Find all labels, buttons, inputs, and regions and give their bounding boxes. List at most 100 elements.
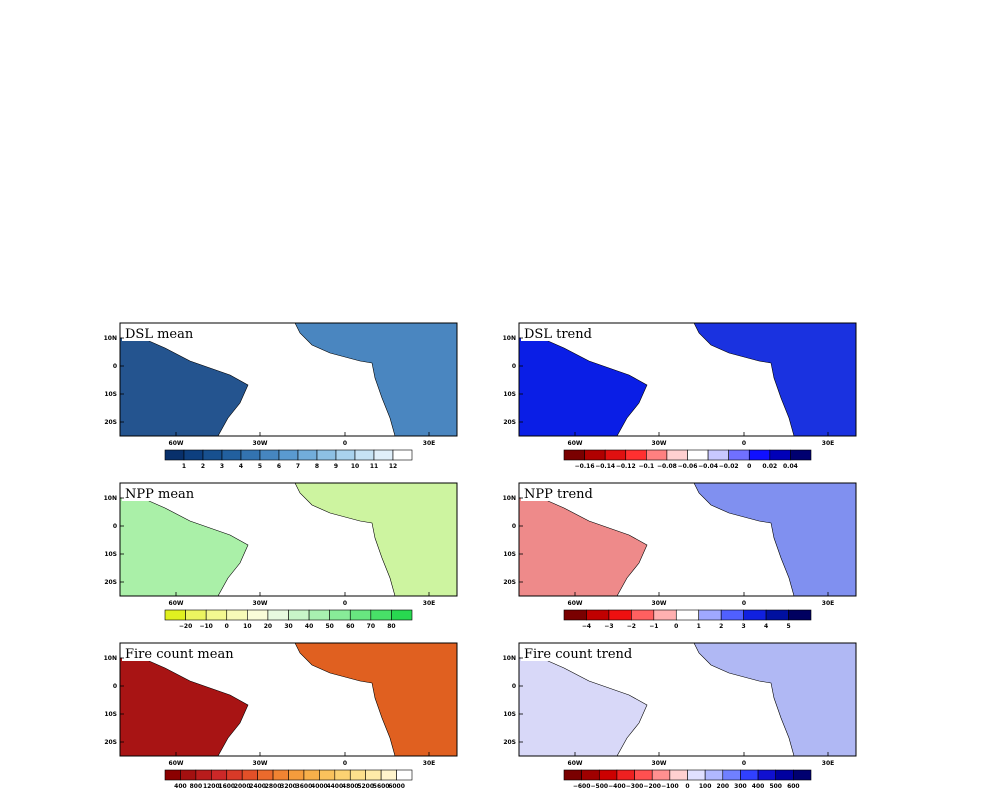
colorbar-label: 7 (296, 463, 300, 470)
colorbar-box (164, 609, 186, 621)
map-area (519, 483, 856, 596)
lon-label: 60W (169, 600, 184, 607)
colorbar-label: 4 (239, 463, 243, 470)
colorbar: −20 −10 0 10 20 30 40 50 60 70 80 (164, 609, 413, 630)
lon-label: 60W (568, 600, 583, 607)
panel-title: Fire count trend (524, 647, 632, 662)
colorbar-label: −400 (608, 783, 626, 790)
colorbar-label: 400 (752, 783, 765, 790)
colorbar-box (707, 449, 729, 461)
map-area (519, 643, 856, 756)
colorbar-label: 3600 (296, 783, 313, 790)
colorbar-box (563, 449, 585, 461)
lat-label: 10S (503, 711, 516, 718)
lat-label: 10S (104, 711, 117, 718)
colorbar-box (257, 769, 274, 781)
colorbar-label: 5 (786, 623, 790, 630)
lon-label: 0 (343, 600, 347, 607)
map-panel: NPP mean 10N 0 10S 20S 60W 30W 0 30E (104, 482, 458, 607)
colorbar-box (303, 769, 320, 781)
lon-label: 30E (822, 600, 834, 607)
colorbar-label: 4 (764, 623, 768, 630)
colorbar-label: −1 (649, 623, 658, 630)
map-panel: DSL trend 10N 0 10S 20S 60W 30W 0 30E (503, 322, 857, 447)
lat-label: 10N (104, 655, 117, 662)
colorbar-label: 9 (334, 463, 338, 470)
colorbar-box (370, 609, 392, 621)
lon-label: 30E (423, 440, 435, 447)
colorbar-box (790, 449, 812, 461)
colorbar-label: 1200 (203, 783, 220, 790)
colorbar-label: 5200 (357, 783, 374, 790)
colorbar-box (221, 449, 242, 461)
colorbar-box (584, 449, 606, 461)
panel-title: Fire count mean (125, 647, 234, 662)
colorbar: −0.16 −0.14 −0.12 −0.1 −0.08 −0.06 −0.04 −0.02 0… (563, 449, 812, 470)
colorbar-label: −0.12 (616, 463, 636, 470)
map-panel: DSL mean 10N 0 10S 20S 60W 30W 0 30E (104, 322, 458, 447)
colorbar-box (687, 449, 709, 461)
colorbar-box (349, 609, 372, 621)
colorbar-box (666, 449, 688, 461)
colorbar-box (334, 769, 351, 781)
lat-label: 20S (104, 739, 117, 746)
lat-label: 0 (512, 523, 516, 530)
lat-label: 10S (503, 551, 516, 558)
colorbar-box (164, 449, 185, 461)
title-box (521, 325, 599, 341)
colorbar-label: 8 (315, 463, 319, 470)
colorbar-box (183, 449, 204, 461)
colorbar-box (180, 769, 197, 781)
colorbar-label: 70 (367, 623, 375, 630)
colorbar-box (586, 609, 610, 621)
colorbar-label: 6000 (388, 783, 405, 790)
colorbar-label: −200 (643, 783, 661, 790)
lon-label: 30E (822, 760, 834, 767)
colorbar-label: 10 (351, 463, 359, 470)
colorbar-box (259, 449, 280, 461)
colorbar-box (267, 609, 289, 621)
colorbar-box (625, 449, 647, 461)
lon-label: 0 (343, 440, 347, 447)
colorbar-box (704, 769, 724, 781)
colorbar-box (365, 769, 382, 781)
colorbar-box (373, 449, 394, 461)
colorbar-box (634, 769, 653, 781)
panel-title: DSL mean (125, 327, 194, 342)
lon-label: 0 (742, 760, 746, 767)
colorbar-label: −600 (573, 783, 591, 790)
colorbar-label: −0.16 (575, 463, 595, 470)
lat-label: 0 (113, 363, 117, 370)
colorbar-box (288, 609, 310, 621)
lon-label: 30W (253, 440, 268, 447)
lon-label: 0 (343, 760, 347, 767)
colorbar-box (769, 449, 791, 461)
colorbar-label: 11 (370, 463, 378, 470)
colorbar-label: 0 (685, 783, 689, 790)
map-frame (518, 482, 857, 597)
colorbar-box (722, 769, 741, 781)
colorbar-label: −0.02 (719, 463, 739, 470)
colorbar-box (651, 769, 671, 781)
lat-label: 10N (503, 655, 516, 662)
colorbar-box (616, 769, 635, 781)
colorbar-box (335, 449, 356, 461)
colorbar-box (581, 769, 600, 781)
colorbar-label: 60 (346, 623, 354, 630)
colorbar-box (226, 769, 243, 781)
colorbar-box (195, 769, 212, 781)
colorbar-label: 1600 (218, 783, 235, 790)
colorbar-box (788, 609, 812, 621)
panel-title: NPP mean (125, 487, 195, 502)
colorbar-box (793, 769, 812, 781)
panel-title: DSL trend (524, 327, 592, 342)
colorbar-label: −0.06 (678, 463, 698, 470)
colorbar-label: 2 (201, 463, 205, 470)
colorbar-label: −20 (179, 623, 192, 630)
colorbar-box (604, 449, 627, 461)
colorbar-label: 0 (674, 623, 678, 630)
map-frame (119, 322, 458, 437)
lat-label: 10N (503, 495, 516, 502)
colorbar-label: 2800 (265, 783, 282, 790)
colorbar-box (646, 449, 668, 461)
